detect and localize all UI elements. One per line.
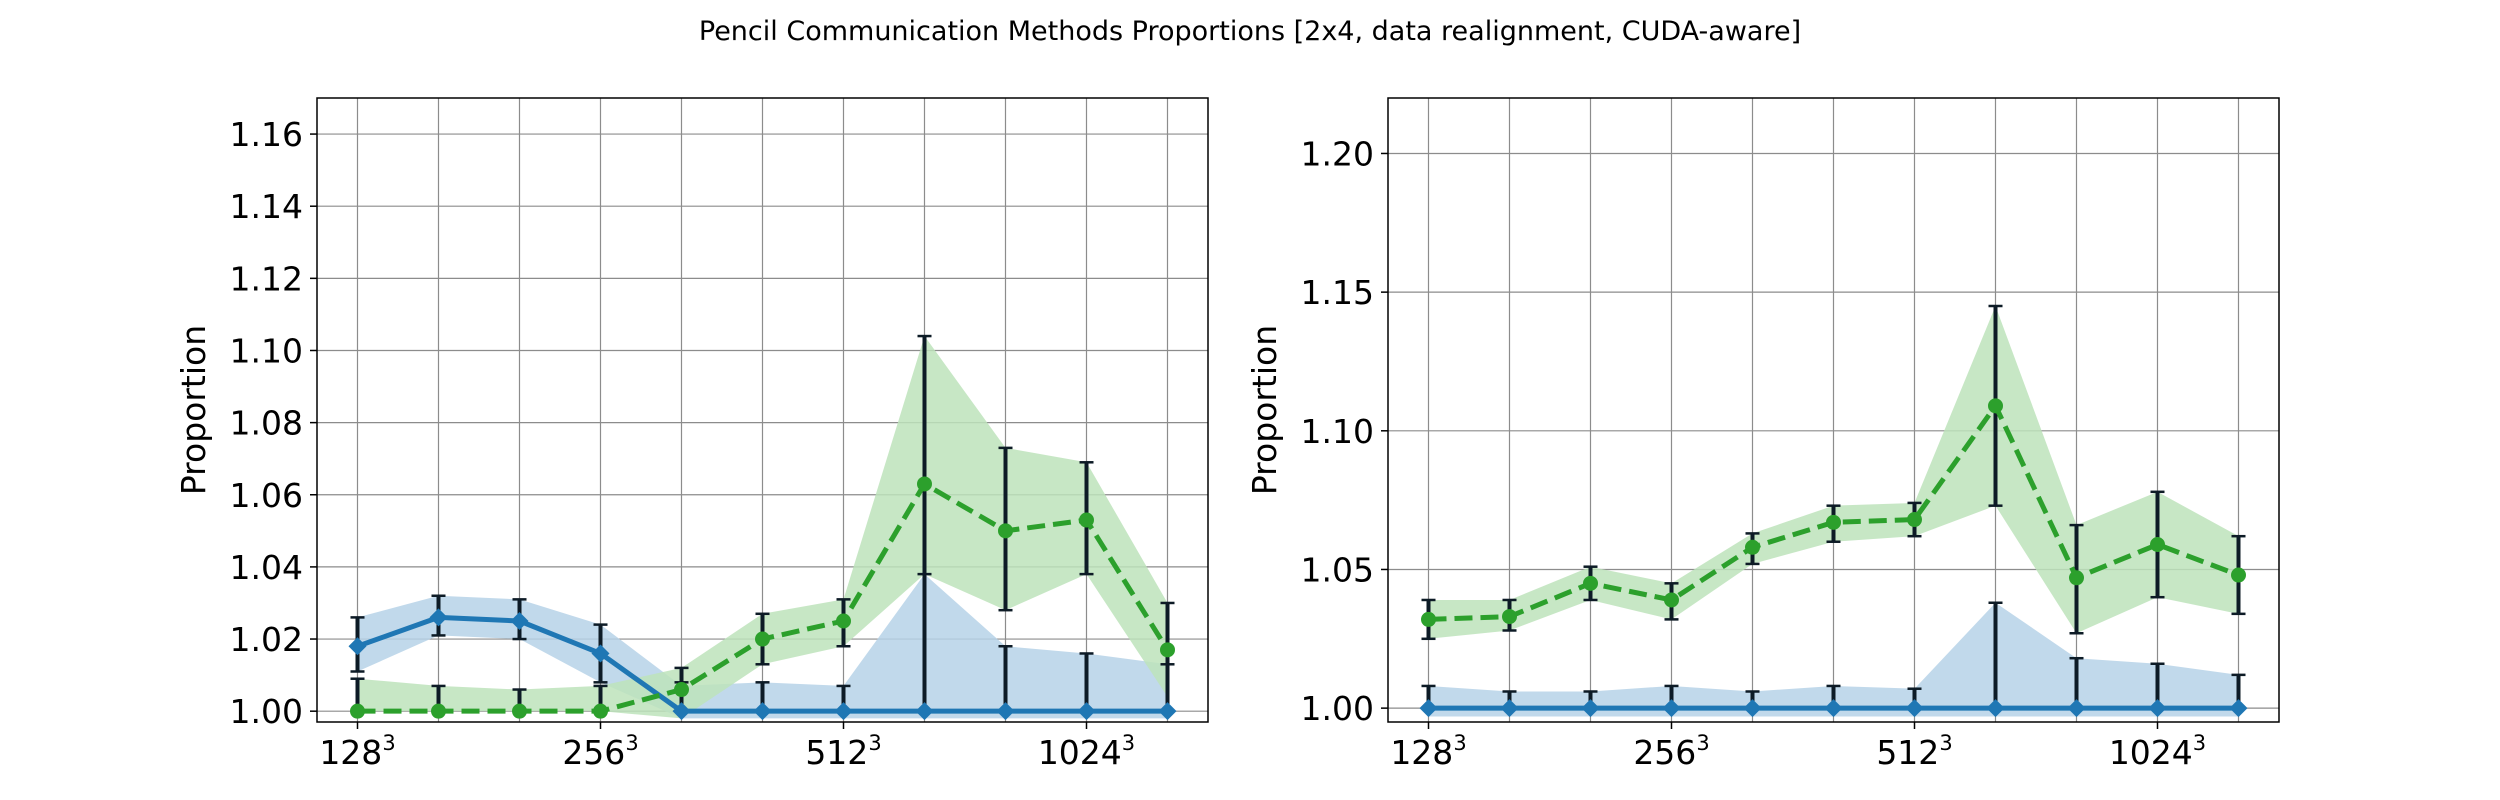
data-point-series-1-7 [1988,398,2003,414]
data-point-series-0-3 [591,644,610,663]
data-point-series-1-5 [1826,514,1841,530]
y-tick-label-3: 1.06 [230,476,303,515]
x-tick-label-2: 5123 [805,731,881,772]
x-tick-label-0: 1283 [319,731,395,772]
data-point-series-1-7 [917,476,932,492]
y-tick-label-4: 1.08 [230,404,303,443]
data-point-series-0-10 [1158,702,1177,721]
y-tick-label-0: 1.00 [1301,689,1374,728]
x-tick-label-1: 2563 [1633,731,1709,772]
data-point-series-1-8 [2069,570,2084,586]
y-tick-label-8: 1.16 [230,115,303,154]
data-point-series-1-10 [1160,642,1175,658]
data-point-series-0-5 [753,702,772,721]
data-point-series-1-1 [1502,609,1517,625]
data-point-series-0-5 [1824,699,1843,718]
data-point-series-0-10 [2229,699,2248,718]
data-point-series-1-1 [431,703,446,719]
data-point-series-0-6 [1905,699,1924,718]
figure-title: Pencil Communication Methods Proportions… [699,16,1801,47]
y-tick-label-1: 1.02 [230,620,303,659]
data-point-series-0-2 [1581,699,1600,718]
data-point-series-1-9 [1079,512,1094,528]
x-tick-label-2: 5123 [1876,731,1952,772]
data-point-series-0-8 [2067,699,2086,718]
data-point-series-0-6 [834,702,853,721]
data-point-series-1-2 [1583,575,1598,591]
plot-frame [1387,97,2280,723]
data-point-series-0-7 [1986,699,2005,718]
data-point-series-1-3 [1664,592,1679,608]
data-point-series-1-3 [593,703,608,719]
data-point-series-1-10 [2231,567,2246,583]
x-tick-label-1: 2563 [562,731,638,772]
data-point-series-1-6 [1907,512,1922,528]
y-tick-label-6: 1.12 [230,259,303,298]
data-point-series-1-4 [674,682,689,698]
data-point-series-0-9 [1077,702,1096,721]
data-point-series-0-8 [996,702,1015,721]
band-series-0 [1428,602,2239,717]
y-tick-label-2: 1.04 [230,548,303,587]
x-tick-label-3: 10243 [2109,731,2206,772]
x-tick-label-0: 1283 [1390,731,1466,772]
data-point-series-1-8 [998,523,1013,539]
band-series-0 [357,574,1168,719]
data-point-series-0-7 [915,702,934,721]
data-point-series-0-3 [1662,699,1681,718]
data-point-series-1-2 [512,703,527,719]
data-point-series-0-1 [429,608,448,627]
y-tick-label-3: 1.15 [1301,273,1374,312]
band-series-1 [357,336,1168,719]
y-axis-label: Proportion [1245,325,1284,495]
plot-frame [316,97,1209,723]
y-tick-label-2: 1.10 [1301,412,1374,451]
data-point-series-0-0 [348,637,367,656]
data-point-series-0-0 [1419,699,1438,718]
band-series-1 [1428,306,2239,639]
y-axis-label: Proportion [174,325,213,495]
data-point-series-1-0 [350,703,365,719]
y-tick-label-5: 1.10 [230,331,303,370]
y-tick-label-1: 1.05 [1301,550,1374,589]
data-point-series-1-0 [1421,611,1436,627]
data-point-series-0-4 [672,702,691,721]
y-tick-label-4: 1.20 [1301,134,1374,173]
data-point-series-0-9 [2148,699,2167,718]
y-tick-label-0: 1.00 [230,692,303,731]
data-point-series-0-2 [510,612,529,631]
data-point-series-1-5 [755,631,770,647]
chart-panel-right: 1.00 1.05 1.10 1.15 1.20 1283 2563 5123 10243 Pro… [1245,97,2280,772]
y-tick-label-7: 1.14 [230,187,303,226]
data-point-series-1-9 [2150,537,2165,553]
x-tick-label-3: 10243 [1038,731,1135,772]
data-point-series-0-4 [1743,699,1762,718]
data-point-series-1-6 [836,613,851,629]
data-point-series-0-1 [1500,699,1519,718]
chart-panel-left: 1.00 1.02 1.04 1.06 1.08 1.10 1.12 1.14 1.16 1283… [174,97,1209,772]
data-point-series-1-4 [1745,539,1760,555]
